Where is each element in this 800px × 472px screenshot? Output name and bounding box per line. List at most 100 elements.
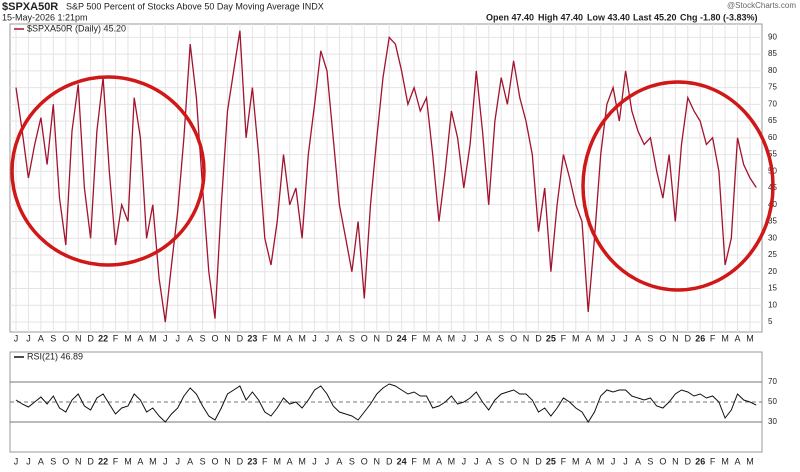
data-line xyxy=(15,30,757,323)
x-tick-label: A xyxy=(735,456,741,466)
x-tick-label: F xyxy=(262,333,268,343)
main-frame xyxy=(9,23,763,333)
x-tick-label: F xyxy=(710,333,716,343)
date: 15-May-2026 1:21pm xyxy=(2,12,88,22)
x-tick-label: A xyxy=(336,456,342,466)
x-tick-label: M xyxy=(572,456,580,466)
x-tick-label: J xyxy=(163,333,168,343)
x-tick-label: 25 xyxy=(546,333,556,343)
x-tick-label: M xyxy=(149,333,157,343)
x-tick-label: O xyxy=(659,333,666,343)
x-tick-label: M xyxy=(448,333,456,343)
x-tick-label: F xyxy=(411,456,417,466)
y-tick-label: 70 xyxy=(768,377,777,386)
source: @StockCharts.com xyxy=(727,1,796,10)
x-tick-label: M xyxy=(721,456,729,466)
plots: J J A S O N D 22 F M A M J J A S O N D 23 F M A M J J A S O N D 24 F M A M J… xyxy=(10,23,777,466)
x-tick-label: M xyxy=(149,456,157,466)
x-tick-label: A xyxy=(635,333,641,343)
x-tick-label: S xyxy=(200,456,206,466)
annotation-circle xyxy=(10,75,206,267)
x-tick-label: O xyxy=(62,456,69,466)
x-tick-label: F xyxy=(561,456,567,466)
x-tick-label: A xyxy=(137,456,143,466)
x-tick-label: D xyxy=(386,456,393,466)
x-tick-label: J xyxy=(312,456,317,466)
x-tick-label: J xyxy=(26,456,31,466)
x-tick-label: D xyxy=(237,456,244,466)
x-tick-label: A xyxy=(38,456,44,466)
x-tick-label: S xyxy=(498,456,504,466)
x-tick-label: M xyxy=(124,333,132,343)
y-tick-label: 25 xyxy=(768,250,777,259)
x-tick-label: M xyxy=(273,456,281,466)
x-tick-label: N xyxy=(75,456,82,466)
y-tick-label: 80 xyxy=(768,66,777,75)
x-tick-label: J xyxy=(14,333,19,343)
x-tick-label: N xyxy=(75,333,82,343)
x-tick-label: J xyxy=(325,456,330,466)
y-tick-label: 90 xyxy=(768,33,777,42)
x-tick-label: 22 xyxy=(98,333,108,343)
x-tick-label: F xyxy=(710,456,716,466)
x-tick-label: J xyxy=(623,456,628,466)
x-tick-label: O xyxy=(212,456,219,466)
x-tick-label: A xyxy=(187,333,193,343)
x-tick-label: F xyxy=(262,456,268,466)
y-tick-label: 15 xyxy=(768,284,777,293)
x-tick-label: O xyxy=(212,333,219,343)
x-tick-label: M xyxy=(597,456,605,466)
x-tick-label: J xyxy=(175,456,180,466)
x-tick-label: M xyxy=(572,333,580,343)
x-tick-label: J xyxy=(623,333,628,343)
index-name: S&P 500 Percent of Stocks Above 50 Day M… xyxy=(66,1,324,11)
y-tick-label: 50 xyxy=(768,397,777,406)
x-tick-label: J xyxy=(26,333,31,343)
x-tick-label: S xyxy=(200,333,206,343)
x-tick-label: O xyxy=(361,333,368,343)
x-tick-label: A xyxy=(735,333,741,343)
x-tick-label: M xyxy=(597,333,605,343)
x-tick-label: 23 xyxy=(247,456,257,466)
x-tick-label: 22 xyxy=(98,456,108,466)
x-tick-label: N xyxy=(374,456,381,466)
x-tick-label: A xyxy=(287,456,293,466)
x-tick-label: 23 xyxy=(247,333,257,343)
x-tick-label: M xyxy=(448,456,456,466)
x-tick-label: A xyxy=(287,333,293,343)
x-tick-label: M xyxy=(423,456,431,466)
x-tick-label: D xyxy=(237,333,244,343)
y-tick-label: 30 xyxy=(768,233,777,242)
last: Last 45.20 xyxy=(633,12,677,22)
x-tick-label: 26 xyxy=(695,456,705,466)
x-tick-label: S xyxy=(647,456,653,466)
y-tick-label: 20 xyxy=(768,267,777,276)
x-tick-label: N xyxy=(523,333,530,343)
symbol: $SPXA50R xyxy=(2,1,58,13)
x-tick-label: J xyxy=(163,456,168,466)
x-tick-label: D xyxy=(685,333,692,343)
x-tick-label: M xyxy=(298,456,306,466)
x-tick-label: S xyxy=(498,333,504,343)
x-tick-label: A xyxy=(137,333,143,343)
x-tick-label: O xyxy=(361,456,368,466)
y-tick-label: 55 xyxy=(768,150,777,159)
x-tick-label: O xyxy=(659,456,666,466)
x-tick-label: M xyxy=(273,333,281,343)
legend-label: $SPXA50R (Daily) 45.20 xyxy=(27,23,126,33)
x-tick-label: M xyxy=(746,333,754,343)
legend-label: RSI(21) 46.89 xyxy=(27,351,83,361)
x-tick-label: N xyxy=(523,456,530,466)
x-tick-label: J xyxy=(611,333,616,343)
x-tick-label: A xyxy=(585,333,591,343)
y-tick-label: 5 xyxy=(768,317,773,326)
y-tick-label: 10 xyxy=(768,300,777,309)
x-tick-label: A xyxy=(585,456,591,466)
y-tick-label: 65 xyxy=(768,116,777,125)
x-tick-label: J xyxy=(325,333,330,343)
x-tick-label: J xyxy=(474,333,479,343)
x-tick-label: N xyxy=(224,333,231,343)
x-tick-label: O xyxy=(510,333,517,343)
x-tick-label: F xyxy=(113,333,119,343)
